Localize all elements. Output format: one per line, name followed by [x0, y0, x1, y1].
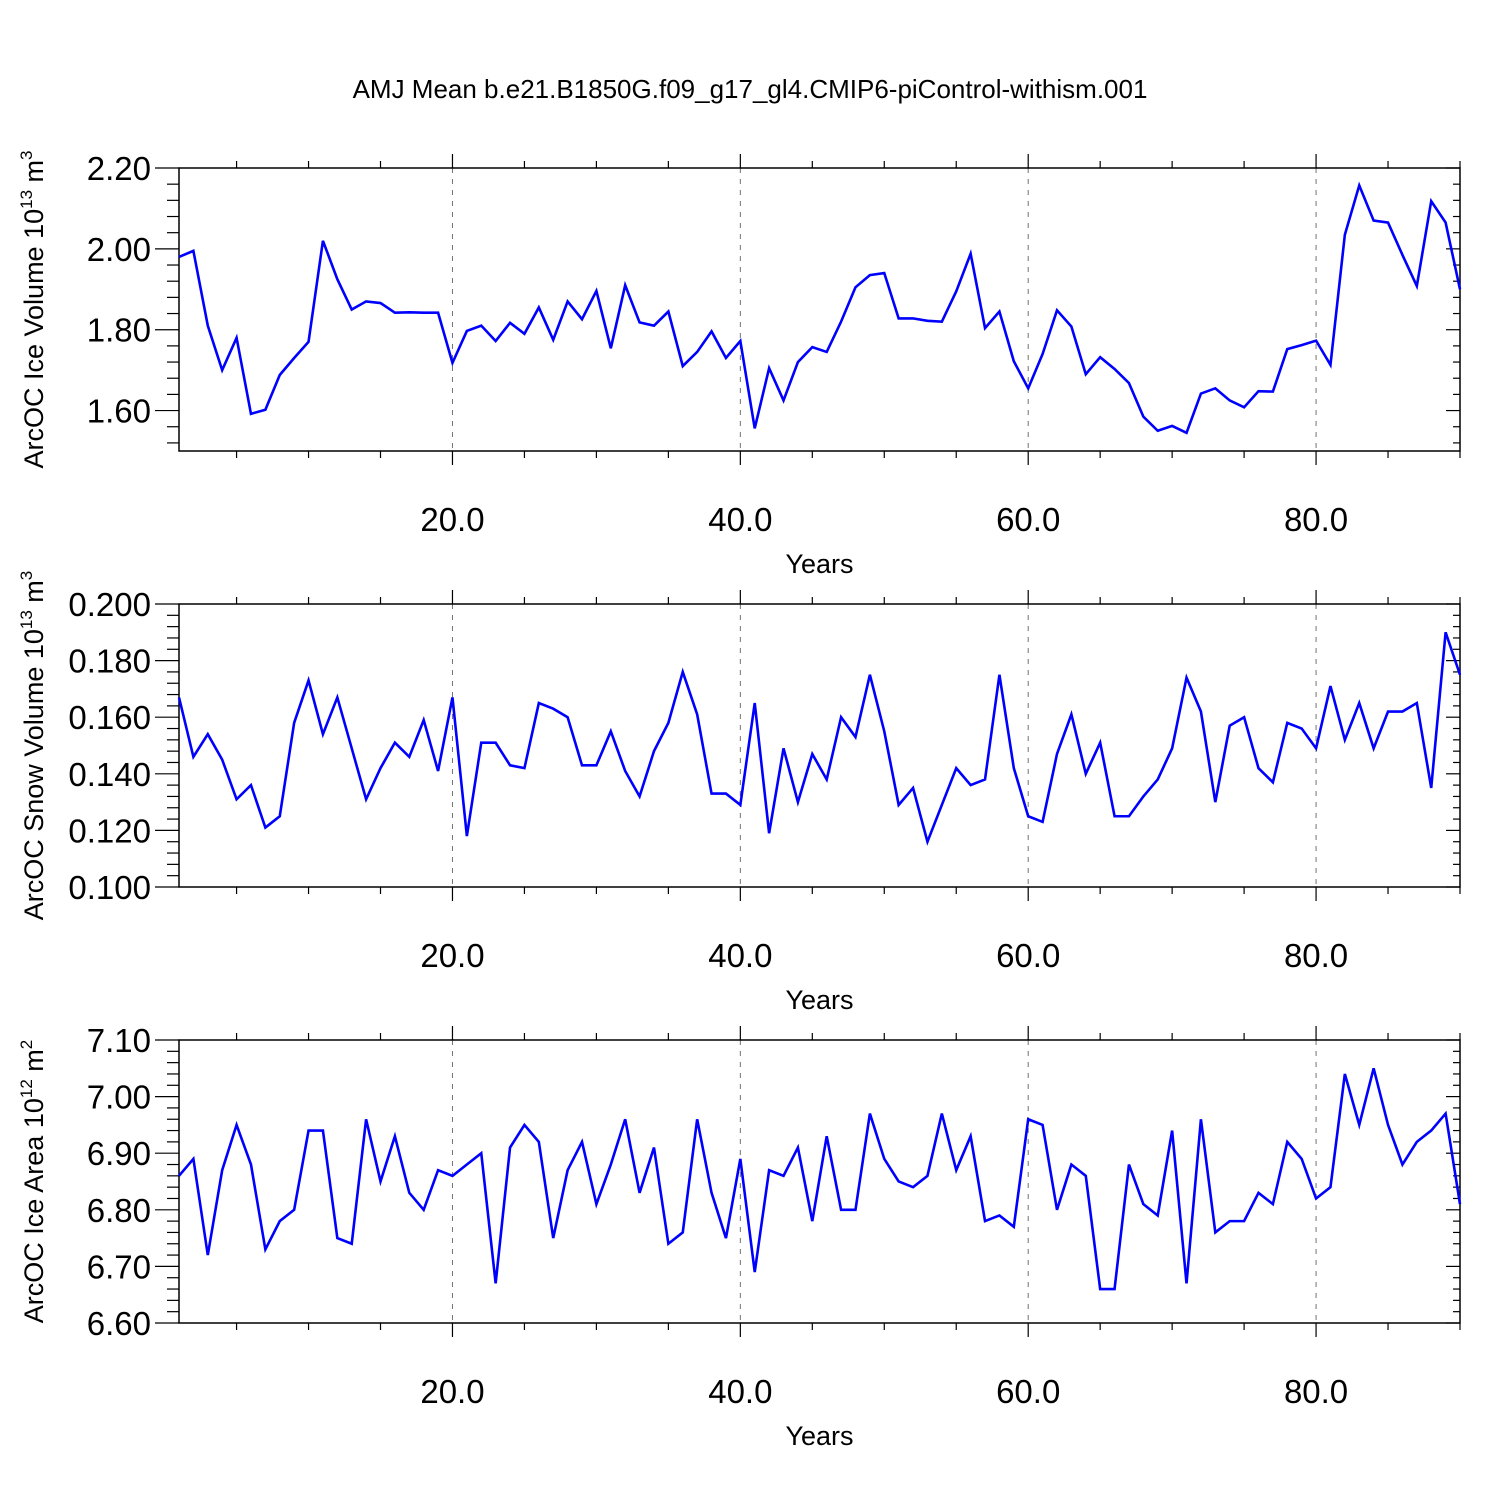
- x-tick-label: 60.0: [996, 1373, 1060, 1410]
- x-tick-label: 20.0: [420, 1373, 484, 1410]
- chart-panel-3: 6.60 6.70 6.80 6.90 7.00 7.10 20.0 40.0 60.0 80.0…: [17, 1022, 1462, 1451]
- plot-frame: [178, 1039, 1461, 1324]
- x-tick-label: 80.0: [1284, 1373, 1348, 1410]
- series-line: [177, 631, 1462, 846]
- x-tick-label: 20.0: [420, 937, 484, 974]
- chart-panel-1: 1.60 1.80 2.00 2.20 20.0 40.0 60.0 80.0 Years Arc…: [17, 150, 1462, 579]
- y-tick-label: 6.60: [87, 1305, 151, 1342]
- x-tick-label: 80.0: [1284, 937, 1348, 974]
- x-tick-label: 80.0: [1284, 501, 1348, 538]
- x-axis-label: Years: [785, 985, 853, 1015]
- y-axis-label-exponent: 12: [17, 1079, 36, 1098]
- x-tick-label: 60.0: [996, 501, 1060, 538]
- y-tick-label: 7.00: [87, 1079, 151, 1116]
- x-axis-label: Years: [785, 1421, 853, 1451]
- y-axis-label-exponent: 13: [17, 190, 36, 209]
- y-tick-label: 0.180: [68, 643, 151, 680]
- y-tick-label: 1.80: [87, 312, 151, 349]
- y-axis-label-unit-exponent: 3: [17, 150, 36, 159]
- y-axis-label-unit-exponent: 2: [17, 1040, 36, 1049]
- x-tick-label: 40.0: [708, 1373, 772, 1410]
- y-axis-label-unit-exponent: 3: [17, 571, 36, 580]
- x-tick-label: 40.0: [708, 501, 772, 538]
- y-tick-label: 0.120: [68, 812, 151, 849]
- y-axis-label: ArcOC Snow Volume 1013 m3: [17, 571, 49, 921]
- y-axis-label: ArcOC Ice Volume 1013 m3: [17, 150, 49, 468]
- y-axis-label-text: ArcOC Ice Volume 10: [19, 209, 49, 469]
- y-tick-label: 7.10: [87, 1022, 151, 1059]
- chart-panel-2: 0.100 0.120 0.140 0.160 0.180 0.200 20.0 40.0 60…: [17, 571, 1462, 1015]
- y-tick-label: 0.140: [68, 756, 151, 793]
- y-axis-label: ArcOC Ice Area 1012 m2: [17, 1040, 49, 1324]
- y-tick-label: 6.90: [87, 1135, 151, 1172]
- y-axis-label-unit: m: [19, 160, 49, 190]
- y-tick-label: 0.100: [68, 869, 151, 906]
- y-axis-label-text: ArcOC Ice Area 10: [19, 1098, 49, 1323]
- y-axis-label-exponent: 13: [17, 610, 36, 629]
- x-tick-label: 60.0: [996, 937, 1060, 974]
- x-tick-label: 40.0: [708, 937, 772, 974]
- y-tick-label: 6.70: [87, 1248, 151, 1285]
- y-axis-label-unit: m: [19, 580, 49, 610]
- x-axis-label: Years: [785, 549, 853, 579]
- y-tick-label: 6.80: [87, 1192, 151, 1229]
- y-axis-label-text: ArcOC Snow Volume 10: [19, 629, 49, 920]
- y-tick-label: 0.200: [68, 586, 151, 623]
- y-axis-label-unit: m: [19, 1049, 49, 1079]
- y-tick-label: 2.20: [87, 150, 151, 187]
- figure-title: AMJ Mean b.e21.B1850G.f09_g17_gl4.CMIP6-…: [352, 74, 1148, 104]
- plot-frame: [178, 167, 1461, 452]
- series-line: [178, 181, 1462, 435]
- y-tick-label: 1.60: [87, 393, 151, 430]
- plot-frame: [178, 603, 1461, 888]
- series-line: [178, 1067, 1462, 1291]
- y-tick-label: 2.00: [87, 231, 151, 268]
- y-tick-label: 0.160: [68, 699, 151, 736]
- x-tick-label: 20.0: [420, 501, 484, 538]
